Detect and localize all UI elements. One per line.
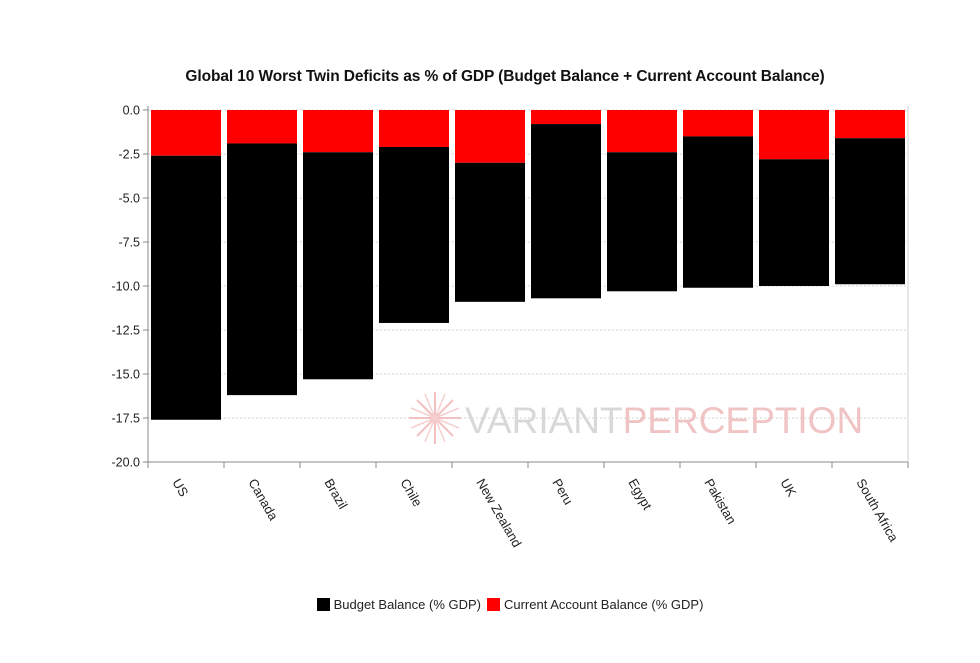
y-tick-label: -15.0 (112, 368, 141, 382)
bar-current-account-canada (227, 110, 297, 144)
bar-current-account-peru (531, 110, 601, 125)
y-tick-label: 0.0 (123, 104, 140, 118)
x-tick-label: US (169, 476, 191, 499)
watermark-perception: PERCEPTION (623, 400, 864, 441)
bar-budget-balance-egypt (607, 152, 677, 292)
x-tick-label: Egypt (625, 476, 655, 513)
watermark: VARIANTPERCEPTION (409, 392, 863, 444)
axes (143, 106, 909, 468)
svg-text:VARIANTPERCEPTION: VARIANTPERCEPTION (465, 400, 863, 441)
x-tick-label: New Zealand (473, 476, 524, 550)
x-tick-labels: US Canada Brazil Chile New Zealand Peru Egypt P… (169, 476, 901, 550)
bar-budget-balance-canada (227, 143, 297, 396)
watermark-variant: VARIANT (465, 400, 623, 441)
y-tick-label: -7.5 (118, 236, 140, 250)
bar-current-account-new-zealand (455, 110, 525, 163)
bar-budget-balance-new-zealand (455, 162, 525, 302)
y-tick-label: -5.0 (118, 192, 140, 206)
bar-budget-balance-pakistan (683, 136, 753, 288)
bar-current-account-us (151, 110, 221, 156)
x-tick-label: Brazil (321, 476, 350, 512)
y-tick-label: -10.0 (112, 280, 141, 294)
x-tick-label: Canada (245, 476, 281, 524)
y-tick-label: -17.5 (112, 412, 141, 426)
bar-current-account-south-africa (835, 110, 905, 139)
y-tick-label: -20.0 (112, 456, 141, 470)
x-tick-label: Chile (397, 476, 425, 509)
bar-current-account-egypt (607, 110, 677, 153)
watermark-logo-icon (409, 392, 461, 444)
bar-budget-balance-brazil (303, 152, 373, 380)
legend-label-budget: Budget Balance (% GDP) (333, 597, 481, 612)
bars (151, 110, 905, 420)
chart-title: Global 10 Worst Twin Deficits as % of GD… (185, 68, 825, 85)
bar-current-account-brazil (303, 110, 373, 153)
x-tick-label: South Africa (853, 476, 901, 545)
legend-swatch-budget (316, 598, 330, 611)
bar-budget-balance-us (151, 155, 221, 420)
bar-budget-balance-chile (379, 146, 449, 323)
x-tick-label: Pakistan (701, 476, 739, 527)
legend: Budget Balance (% GDP) Current Account B… (0, 597, 980, 612)
x-tick-label: Peru (549, 476, 576, 507)
y-tick-label: -2.5 (118, 148, 140, 162)
bar-budget-balance-south-africa (835, 138, 905, 285)
legend-item-current-account: Current Account Balance (% GDP) (486, 597, 704, 612)
bar-budget-balance-peru (531, 124, 601, 299)
bar-current-account-uk (759, 110, 829, 160)
bar-budget-balance-uk (759, 159, 829, 286)
y-tick-labels: 0.0 -2.5 -5.0 -7.5 -10.0 -12.5 -15.0 -17.5 -20.0 (112, 104, 141, 470)
legend-item-budget: Budget Balance (% GDP) (316, 597, 481, 612)
y-tick-label: -12.5 (112, 324, 141, 338)
bar-current-account-pakistan (683, 110, 753, 137)
x-tick-label: UK (777, 476, 799, 499)
legend-swatch-current-account (486, 598, 500, 611)
chart-plot: VARIANTPERCEPTION 0.0 -2.5 -5.0 -7.5 -10.0 -1… (112, 104, 909, 550)
bar-current-account-chile (379, 110, 449, 147)
legend-label-current-account: Current Account Balance (% GDP) (503, 597, 704, 612)
